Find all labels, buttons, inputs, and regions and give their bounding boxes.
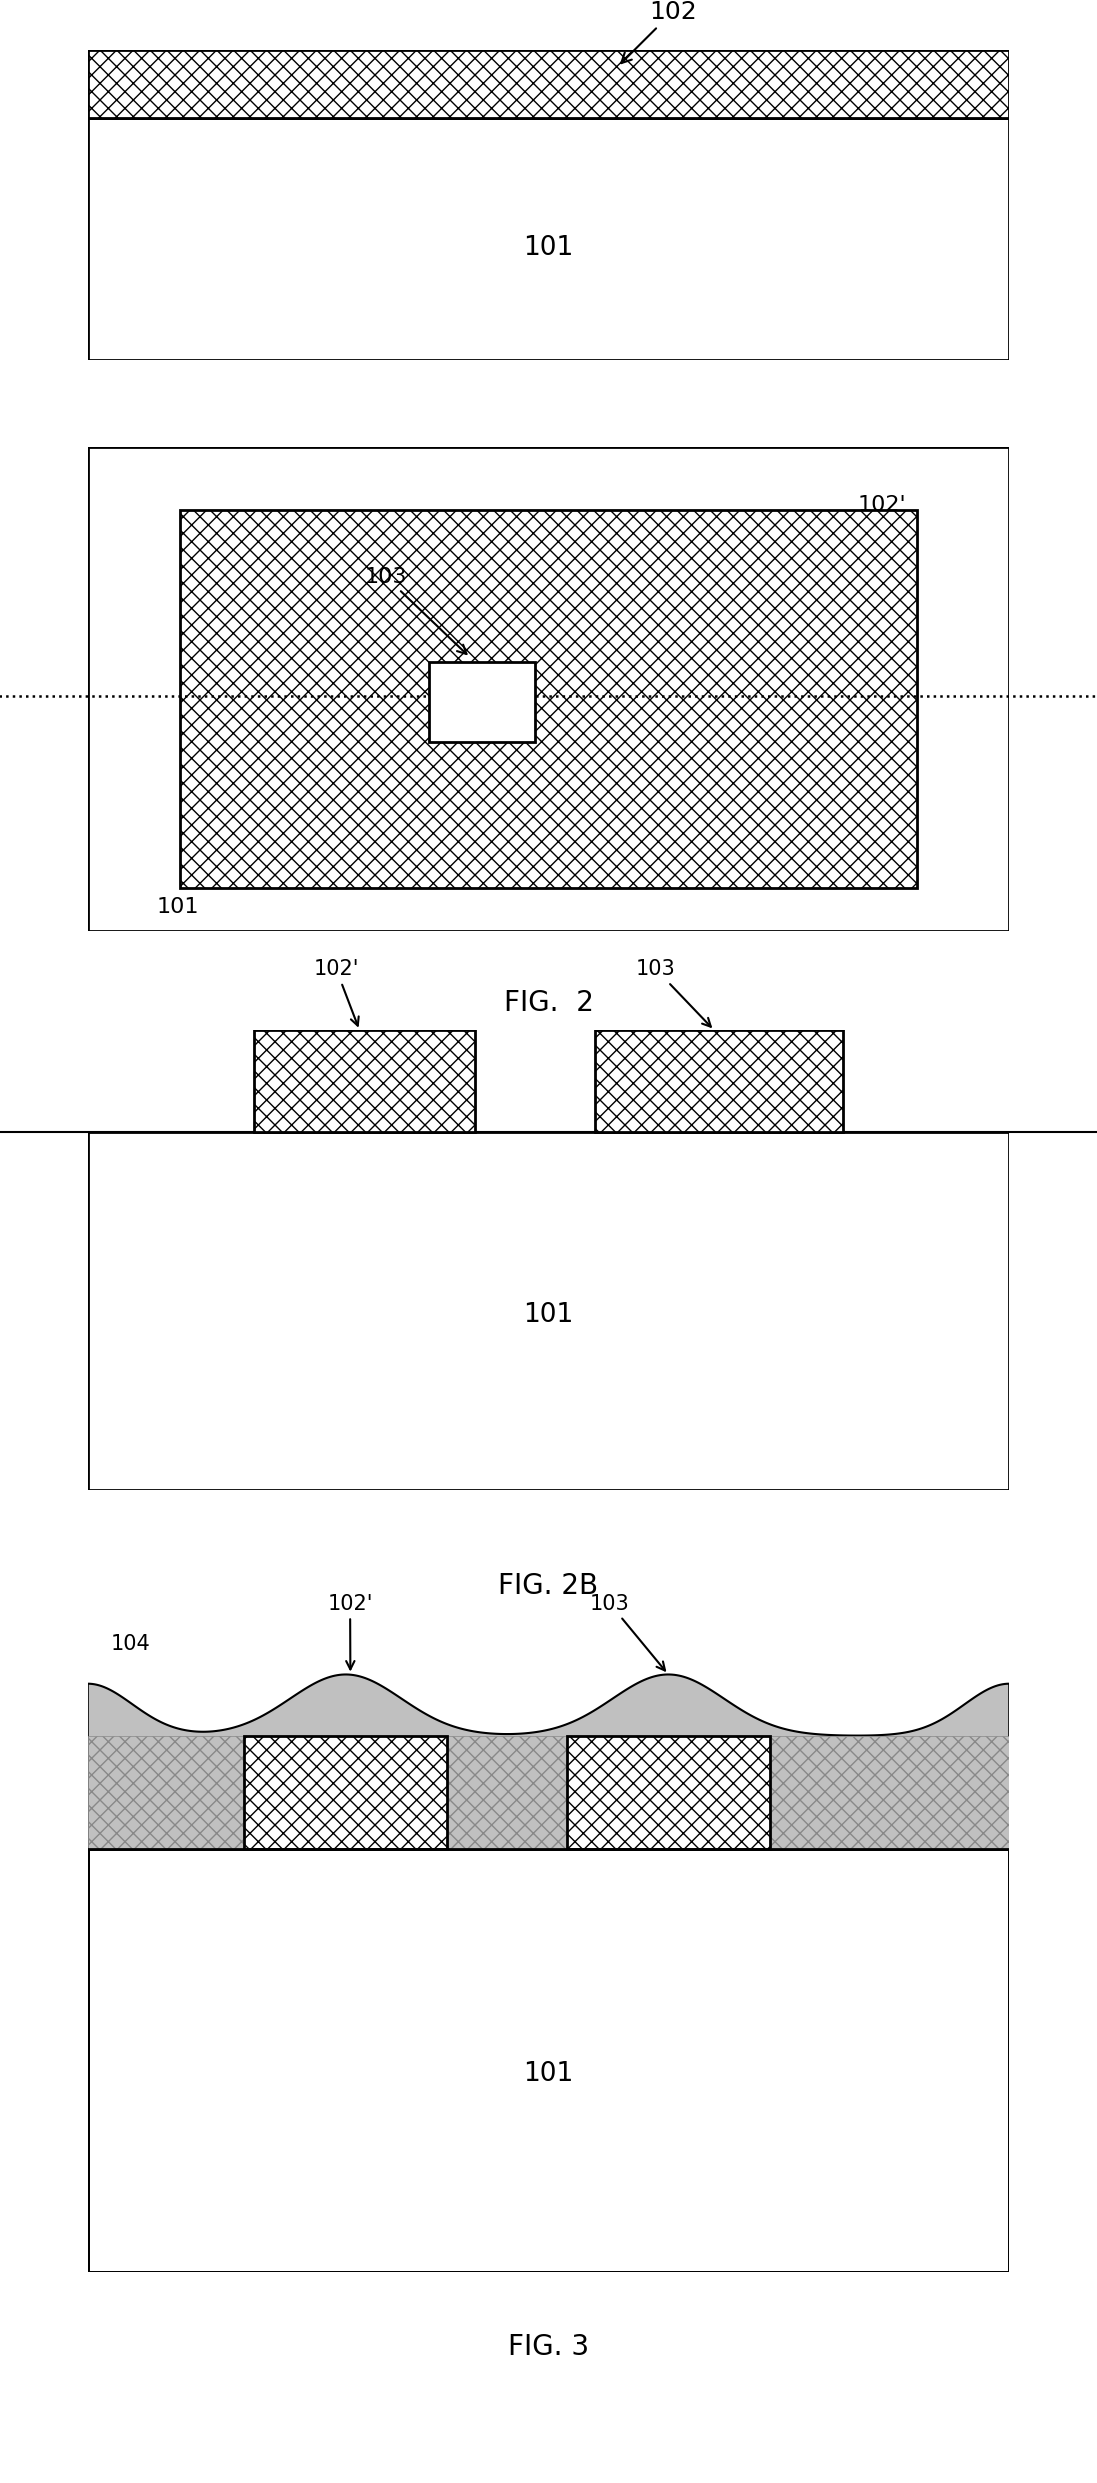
Bar — [88, 117, 1009, 360]
Bar — [88, 1736, 1009, 1847]
Text: FIG. 2B: FIG. 2B — [498, 1572, 599, 1602]
Bar — [88, 50, 1009, 117]
Bar — [88, 1847, 1009, 2272]
Bar — [253, 1030, 475, 1132]
Text: 101: 101 — [157, 896, 200, 916]
Bar — [180, 509, 917, 886]
Bar — [567, 1736, 770, 1847]
Text: 102': 102' — [327, 1594, 373, 1669]
Text: 103: 103 — [636, 958, 711, 1028]
Bar — [88, 1132, 1009, 1490]
Text: FIG. 1: FIG. 1 — [508, 447, 589, 474]
Text: 101: 101 — [523, 1301, 574, 1328]
Text: 101: 101 — [523, 236, 574, 261]
Text: 104: 104 — [111, 1634, 150, 1654]
Bar — [245, 1736, 448, 1847]
Text: FIG. 3: FIG. 3 — [508, 2334, 589, 2361]
Bar — [595, 1030, 844, 1132]
Text: 102': 102' — [314, 958, 359, 1025]
Text: 103: 103 — [590, 1594, 665, 1671]
Text: 101: 101 — [523, 2061, 574, 2086]
Text: 102': 102' — [857, 494, 906, 514]
Text: FIG.  2: FIG. 2 — [504, 988, 593, 1018]
Polygon shape — [88, 1674, 1009, 1847]
Text: 103: 103 — [364, 566, 466, 653]
Bar — [88, 1847, 1009, 2272]
Bar — [429, 663, 534, 742]
Text: 102: 102 — [621, 0, 697, 62]
